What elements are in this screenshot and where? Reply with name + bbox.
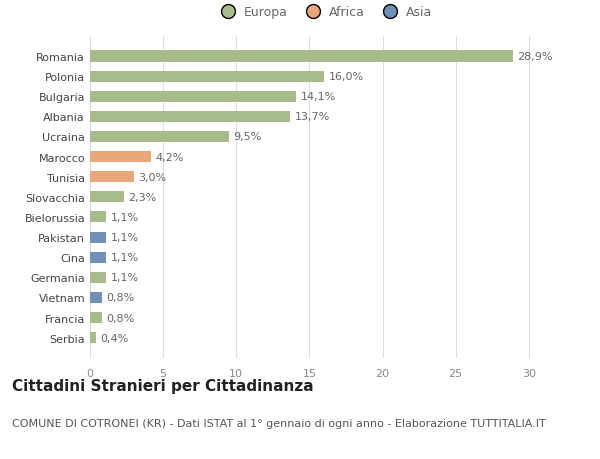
Text: 4,2%: 4,2% xyxy=(156,152,184,162)
Text: COMUNE DI COTRONEI (KR) - Dati ISTAT al 1° gennaio di ogni anno - Elaborazione T: COMUNE DI COTRONEI (KR) - Dati ISTAT al … xyxy=(12,418,546,428)
Text: 0,8%: 0,8% xyxy=(106,293,134,303)
Text: 1,1%: 1,1% xyxy=(110,252,139,263)
Bar xyxy=(90,72,324,83)
Bar xyxy=(90,112,290,123)
Bar xyxy=(90,312,102,323)
Text: 2,3%: 2,3% xyxy=(128,192,156,202)
Bar xyxy=(90,232,106,243)
Bar xyxy=(90,172,134,183)
Text: 3,0%: 3,0% xyxy=(138,172,166,182)
Bar xyxy=(90,51,512,62)
Text: 0,8%: 0,8% xyxy=(106,313,134,323)
Text: 16,0%: 16,0% xyxy=(328,72,364,82)
Text: 13,7%: 13,7% xyxy=(295,112,330,122)
Bar xyxy=(90,212,106,223)
Bar xyxy=(90,332,96,343)
Text: 14,1%: 14,1% xyxy=(301,92,336,102)
Bar xyxy=(90,91,296,102)
Bar xyxy=(90,151,151,163)
Text: 28,9%: 28,9% xyxy=(517,52,553,62)
Bar xyxy=(90,252,106,263)
Legend: Europa, Africa, Asia: Europa, Africa, Asia xyxy=(211,1,437,24)
Bar xyxy=(90,272,106,283)
Text: 1,1%: 1,1% xyxy=(110,213,139,223)
Text: Cittadini Stranieri per Cittadinanza: Cittadini Stranieri per Cittadinanza xyxy=(12,379,314,394)
Bar xyxy=(90,132,229,143)
Text: 1,1%: 1,1% xyxy=(110,273,139,283)
Text: 1,1%: 1,1% xyxy=(110,233,139,242)
Text: 9,5%: 9,5% xyxy=(233,132,262,142)
Bar xyxy=(90,292,102,303)
Bar xyxy=(90,192,124,203)
Text: 0,4%: 0,4% xyxy=(100,333,128,343)
